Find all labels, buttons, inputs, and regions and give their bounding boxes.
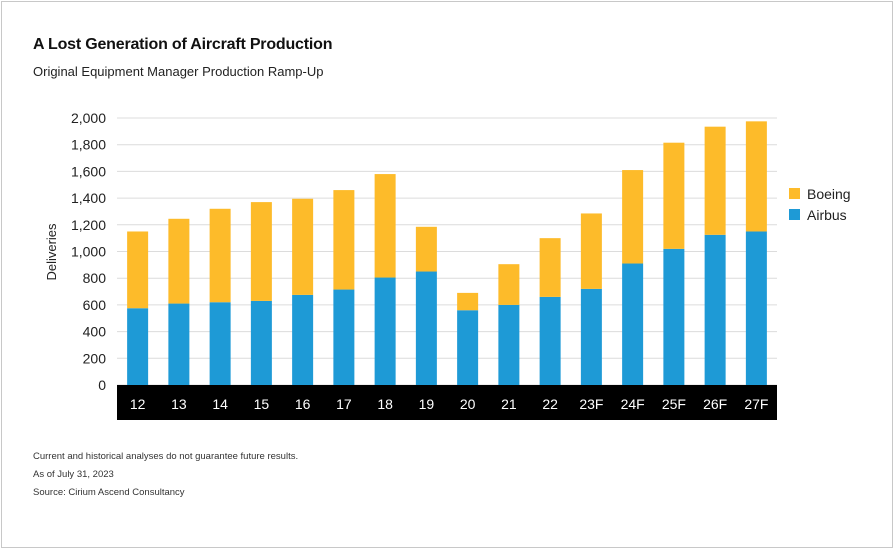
x-axis-tick-labels: 12 13 14 15 16 17 18 19 20 21 22 23F 24F 25F 26F 27F bbox=[130, 396, 769, 412]
bar-airbus-26f bbox=[704, 234, 726, 385]
y-tick-label: 0 bbox=[98, 377, 106, 393]
bar-boeing-22 bbox=[539, 238, 561, 297]
bar-airbus-14 bbox=[209, 302, 231, 385]
y-tick-label: 800 bbox=[83, 270, 107, 286]
x-tick-label: 21 bbox=[501, 396, 517, 412]
x-tick-label: 24F bbox=[621, 396, 645, 412]
bar-boeing-27f bbox=[745, 121, 767, 232]
y-tick-label: 200 bbox=[83, 350, 107, 366]
x-tick-label: 23F bbox=[579, 396, 603, 412]
chart-subtitle: Original Equipment Manager Production Ra… bbox=[33, 64, 324, 79]
legend-label-boeing: Boeing bbox=[807, 186, 851, 202]
bar-airbus-18 bbox=[374, 277, 396, 385]
x-tick-label: 13 bbox=[171, 396, 187, 412]
bar-airbus-12 bbox=[127, 308, 149, 385]
x-tick-label: 15 bbox=[254, 396, 270, 412]
bar-airbus-13 bbox=[168, 303, 190, 385]
y-tick-label: 1,600 bbox=[71, 163, 106, 179]
bar-boeing-13 bbox=[168, 218, 190, 304]
bar-boeing-24f bbox=[622, 170, 644, 264]
x-tick-label: 18 bbox=[377, 396, 393, 412]
y-tick-label: 1,000 bbox=[71, 244, 106, 260]
bar-airbus-22 bbox=[539, 296, 561, 385]
x-tick-label: 20 bbox=[460, 396, 476, 412]
bar-boeing-21 bbox=[498, 264, 520, 305]
bar-boeing-18 bbox=[374, 174, 396, 278]
bar-boeing-17 bbox=[333, 190, 355, 290]
bar-boeing-16 bbox=[292, 198, 314, 295]
y-axis-label: Deliveries bbox=[44, 223, 59, 281]
y-tick-label: 1,800 bbox=[71, 137, 106, 153]
legend-swatch-boeing bbox=[789, 188, 800, 199]
y-tick-label: 1,400 bbox=[71, 190, 106, 206]
x-tick-label: 26F bbox=[703, 396, 727, 412]
x-tick-label: 12 bbox=[130, 396, 146, 412]
bar-airbus-24f bbox=[622, 263, 644, 385]
x-tick-label: 25F bbox=[662, 396, 686, 412]
legend-swatch-airbus bbox=[789, 209, 800, 220]
y-tick-label: 1,200 bbox=[71, 217, 106, 233]
bar-boeing-15 bbox=[250, 202, 272, 301]
bar-airbus-27f bbox=[745, 231, 767, 385]
y-tick-label: 400 bbox=[83, 324, 107, 340]
y-tick-label: 600 bbox=[83, 297, 107, 313]
bar-airbus-19 bbox=[415, 271, 437, 385]
bars bbox=[127, 121, 767, 385]
footnote-date: As of July 31, 2023 bbox=[33, 469, 114, 480]
bar-airbus-15 bbox=[250, 300, 272, 385]
x-tick-label: 17 bbox=[336, 396, 352, 412]
bar-airbus-17 bbox=[333, 289, 355, 385]
bar-boeing-20 bbox=[457, 292, 479, 311]
bar-airbus-21 bbox=[498, 304, 520, 385]
x-tick-label: 19 bbox=[419, 396, 435, 412]
bar-boeing-25f bbox=[663, 142, 685, 249]
bar-boeing-14 bbox=[209, 208, 231, 303]
x-tick-label: 16 bbox=[295, 396, 311, 412]
bar-airbus-23f bbox=[580, 288, 602, 385]
category-band bbox=[117, 385, 777, 420]
x-tick-label: 27F bbox=[744, 396, 768, 412]
footnote-disclaimer: Current and historical analyses do not g… bbox=[33, 451, 299, 462]
x-tick-label: 14 bbox=[212, 396, 228, 412]
bar-boeing-19 bbox=[415, 226, 437, 272]
y-tick-label: 2,000 bbox=[71, 110, 106, 126]
bar-airbus-25f bbox=[663, 248, 685, 385]
footnote-source: Source: Cirium Ascend Consultancy bbox=[33, 487, 185, 498]
bar-boeing-12 bbox=[127, 231, 149, 309]
chart-title: A Lost Generation of Aircraft Production bbox=[33, 36, 333, 53]
legend: Boeing Airbus bbox=[789, 186, 851, 223]
bar-boeing-26f bbox=[704, 126, 726, 235]
y-axis-tick-labels: 0 200 400 600 800 1,000 1,200 1,400 1,600 1,800 2,… bbox=[71, 110, 106, 393]
legend-label-airbus: Airbus bbox=[807, 207, 847, 223]
x-tick-label: 22 bbox=[542, 396, 558, 412]
bar-boeing-23f bbox=[580, 213, 602, 289]
bar-airbus-16 bbox=[292, 294, 314, 385]
bar-airbus-20 bbox=[457, 310, 479, 385]
